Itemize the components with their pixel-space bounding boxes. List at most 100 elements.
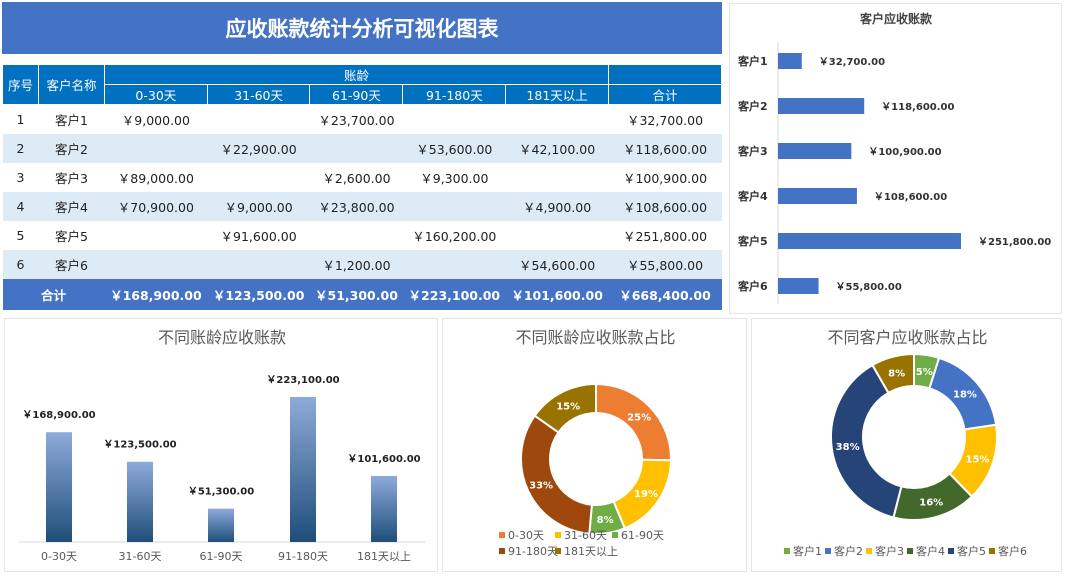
header-total: 合计 (608, 84, 722, 105)
row-total: ￥100,900.00 (622, 170, 708, 186)
row-amount (506, 221, 609, 250)
row-index: 1 (16, 111, 25, 127)
bar (778, 53, 802, 69)
slice-label: 16% (919, 498, 943, 509)
category-label: 181天以上 (357, 550, 411, 563)
legend-swatch (989, 548, 995, 554)
category-label: 客户3 (737, 144, 768, 158)
row-amount (506, 163, 609, 192)
legend-label: 181天以上 (564, 545, 618, 558)
row-total: ￥118,600.00 (608, 133, 722, 163)
data-label: ￥251,800.00 (978, 237, 1051, 248)
row-index: 5 (16, 227, 25, 243)
header-bucket: 61-90天 (309, 84, 404, 105)
row-amount (104, 133, 208, 163)
header-index: 序号 (2, 64, 39, 105)
row-index: 6 (2, 249, 39, 279)
row-amount: ￥53,600.00 (402, 133, 506, 163)
row-amount: ￥160,200.00 (412, 228, 497, 244)
category-label: 客户5 (737, 234, 768, 248)
table-row: 2 客户2 ￥22,900.00 ￥53,600.00 ￥42,100.00 ￥118,6… (2, 133, 722, 163)
row-amount: ￥89,000.00 (117, 170, 194, 186)
legend-swatch (612, 532, 618, 538)
slice-label: 8% (597, 515, 614, 526)
row-amount: ￥23,800.00 (309, 191, 403, 221)
table-row: 4 客户4 ￥70,900.00 ￥9,000.00 ￥23,800.00 ￥4,900.… (2, 191, 722, 221)
row-total: ￥108,600.00 (608, 191, 722, 221)
bar (778, 278, 819, 294)
table-row: 1 客户1 ￥9,000.00 ￥23,700.00 ￥32,700.00 (3, 105, 722, 134)
legend-label: 31-60天 (564, 529, 607, 542)
header-bucket: 31-60天 (206, 84, 311, 105)
row-amount: ￥9,300.00 (420, 170, 489, 186)
row-customer: 客户1 (55, 112, 88, 128)
row-amount: ￥1,200.00 (309, 249, 403, 279)
customer-donut-chart: 不同客户应收账款占比 5% 18% 15% 16% 38% 8% 客户1 客户2 客户3 客户4 客户… (784, 328, 1027, 558)
row-amount: ￥9,000.00 (121, 112, 190, 128)
data-label: ￥223,100.00 (266, 375, 339, 386)
aging-donut-panel: 不同账龄应收账款占比 25% 19% 8% 33% 15% 0-30天 31-60天 61-90… (442, 318, 747, 572)
bar (371, 475, 397, 542)
row-amount: ￥22,900.00 (207, 133, 310, 163)
row-customer: 客户5 (55, 228, 88, 244)
row-customer: 客户3 (55, 170, 88, 186)
legend-swatch (499, 548, 505, 554)
slice-label: 33% (529, 480, 553, 491)
legend-swatch (555, 548, 561, 554)
row-amount (506, 105, 609, 134)
row-amount: ￥70,900.00 (104, 191, 208, 221)
header-aging: 账龄 (104, 64, 609, 85)
slice-label: 25% (627, 413, 651, 424)
row-amount: ￥4,900.00 (505, 191, 609, 221)
legend-swatch (555, 532, 561, 538)
donut-slice (871, 352, 915, 395)
row-amount (105, 221, 208, 250)
row-total: ￥32,700.00 (626, 112, 704, 128)
row-amount (402, 191, 506, 221)
header-bucket: 0-30天 (104, 84, 208, 105)
legend-label: 客户3 (875, 544, 904, 558)
receivables-table: 序号 客户名称 账龄 0-30天 31-60天 61-90天 91-180天 181天以… (2, 64, 722, 310)
legend-swatch (784, 548, 790, 554)
row-customer: 客户2 (38, 133, 105, 163)
row-amount: ￥23,700.00 (318, 112, 395, 128)
data-label: ￥100,900.00 (868, 147, 941, 158)
category-label: 0-30天 (41, 550, 77, 563)
legend-label: 客户4 (916, 544, 945, 558)
row-amount (403, 105, 506, 134)
row-amount (310, 221, 403, 250)
bar (208, 508, 234, 542)
header-bucket: 181天以上 (505, 84, 609, 105)
table-row: 6 客户6 ￥1,200.00 ￥54,600.00 ￥55,800.00 (2, 249, 722, 279)
row-amount (309, 133, 403, 163)
header-total-spacer (608, 64, 722, 85)
aging-bar-chart-panel: 不同账龄应收账款 ￥168,900.00 0-30天 ￥123,500.00 31-60… (4, 318, 438, 572)
customer-donut-panel: 不同客户应收账款占比 5% 18% 15% 16% 38% 8% 客户1 客户2 客户3 客户4 客户… (751, 318, 1062, 572)
header-bucket: 91-180天 (402, 84, 507, 105)
bar (778, 98, 865, 114)
legend-label: 91-180天 (508, 545, 558, 558)
donut-slice (830, 363, 903, 519)
slice-label: 15% (556, 401, 580, 412)
row-customer: 客户4 (38, 191, 105, 221)
category-label: 客户6 (737, 279, 768, 293)
legend-label: 客户1 (793, 544, 822, 558)
legend-swatch (499, 532, 505, 538)
bar (778, 188, 857, 204)
data-label: ￥101,600.00 (347, 454, 420, 465)
bar (290, 397, 316, 542)
slice-label: 15% (966, 454, 990, 465)
row-amount (104, 249, 208, 279)
total-amount: ￥123,500.00 (207, 278, 310, 310)
row-index: 3 (16, 169, 25, 185)
row-amount: ￥9,000.00 (207, 191, 310, 221)
category-label: 31-60天 (119, 550, 162, 563)
data-label: ￥32,700.00 (819, 57, 885, 68)
total-amount: ￥101,600.00 (505, 278, 609, 310)
data-label: ￥51,300.00 (188, 487, 254, 498)
legend-label: 61-90天 (621, 529, 664, 542)
legend-swatch (866, 548, 872, 554)
aging-donut-chart: 不同账龄应收账款占比 25% 19% 8% 33% 15% 0-30天 31-60天 61-90… (499, 328, 676, 558)
dashboard-title: 应收账款统计分析可视化图表 (2, 2, 722, 54)
row-amount: ￥54,600.00 (505, 249, 609, 279)
